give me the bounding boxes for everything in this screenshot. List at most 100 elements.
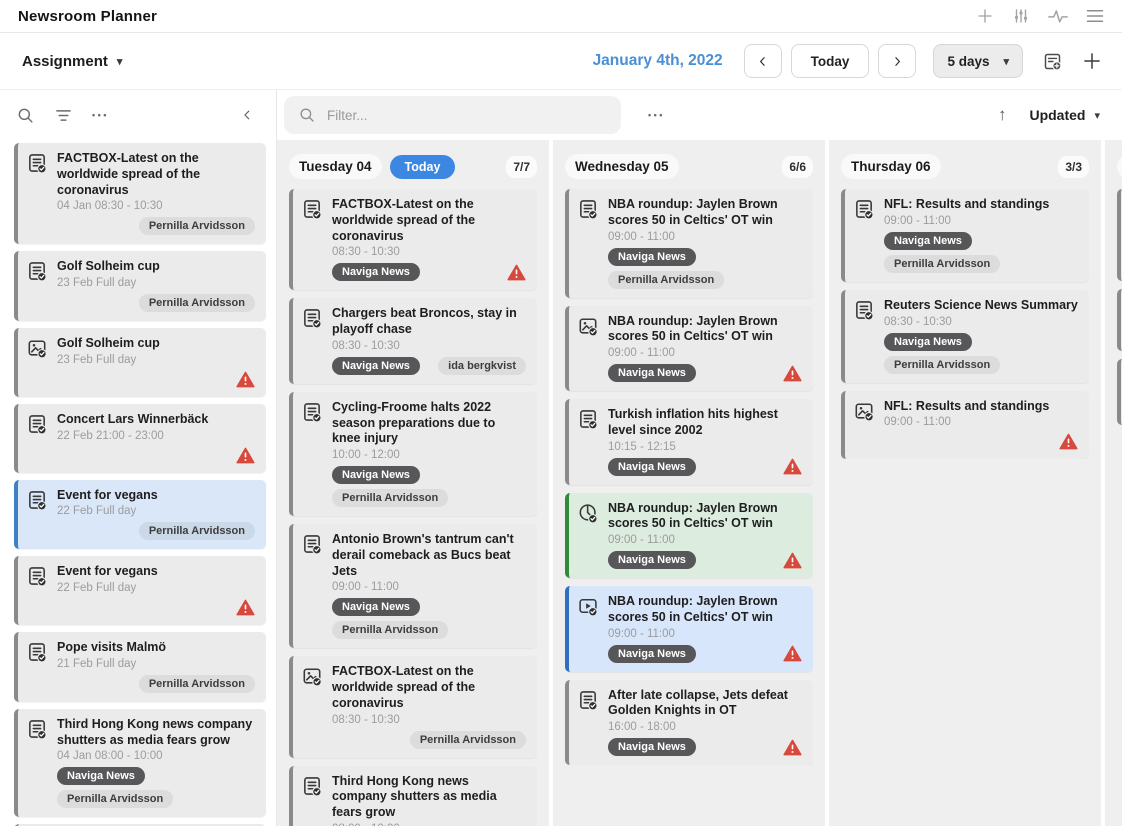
story-card[interactable]: Cycling-Froome halts 2022 season prepara… [289, 391, 537, 516]
story-card[interactable]: Reuters Science News Summary 08:30 - 10:3… [841, 289, 1089, 383]
story-card[interactable]: NBA roundup: Jaylen Brown scores 50 in C… [565, 305, 813, 391]
story-card[interactable]: Chargers beat Broncos, stay in playoff c… [289, 298, 537, 384]
story-card-footer: Naviga News Pernilla Arvidsson [884, 332, 1078, 374]
agenda-add-icon[interactable] [1042, 51, 1063, 72]
day-label: Thursday 06 [841, 154, 941, 179]
story-card[interactable]: NFL: Results and standings 09:00 - 11:00 N… [841, 189, 1089, 282]
sort-control[interactable]: ↑ Updated ▾ [998, 105, 1100, 125]
story-time: 23 Feb Full day [57, 353, 137, 366]
story-time: 09:00 - 11:00 [884, 416, 951, 429]
story-card[interactable]: FACTBOX-Latest on the worldwide spread o… [14, 143, 266, 245]
text-story-icon [26, 565, 48, 616]
text-story-icon [301, 198, 323, 281]
day-column-cards: NBA roundup: Jaylen Brown scores 50 in C… [565, 189, 813, 765]
story-card[interactable]: NBA roundup: Jaylen Brown scores 50 in C… [565, 586, 813, 672]
warning-icon [236, 371, 255, 388]
add-icon[interactable] [976, 7, 994, 25]
story-card[interactable]: Concert Lars Winnerbäck 22 Feb 21:00 - 23… [14, 403, 266, 473]
story-card[interactable]: NBA roundup: Jaylen Brown scores 50 in C… [565, 189, 813, 298]
story-card-body: Event for vegans 22 Feb Full day Pernilla … [57, 488, 255, 541]
story-count-badge: 6/6 [782, 155, 813, 178]
channel-badge: Naviga News [608, 738, 696, 756]
sidebar-card-list: FACTBOX-Latest on the worldwide spread o… [0, 140, 276, 826]
story-card[interactable]: Detta är tillägget23 Dec 08:00 - 10:00Na… [14, 824, 266, 826]
day-column: Thursday 06 3/3 NFL: Results and standings… [829, 140, 1101, 826]
story-card[interactable]: Third Hong Kong news company shutters as… [289, 765, 537, 826]
story-time: 21 Feb Full day [57, 657, 137, 670]
day-column-cards: NFL: Results and standings 09:00 - 11:00 N… [841, 189, 1089, 460]
story-title: NBA roundup: Jaylen Brown scores 50 in C… [608, 500, 778, 531]
today-badge: Today [389, 154, 456, 179]
story-card[interactable]: NBA roundup: Jaylen Brown scores 50 in C… [565, 492, 813, 578]
current-date-label[interactable]: January 4th, 2022 [592, 52, 723, 69]
sliders-icon[interactable] [1012, 7, 1030, 25]
day-label: F [1117, 154, 1122, 179]
activity-icon[interactable] [1048, 8, 1068, 24]
story-time: 08:30 - 10:30 [332, 246, 400, 259]
range-select-value: 5 days [947, 53, 990, 69]
story-title: After late collapse, Jets defeat Golden … [608, 687, 788, 718]
story-title: NBA roundup: Jaylen Brown scores 50 in C… [608, 313, 778, 344]
range-select[interactable]: 5 days ▾ [933, 44, 1023, 78]
story-card[interactable]: Antonio Brown's tantrum can't derail com… [289, 524, 537, 649]
picture-icon [577, 315, 599, 383]
story-card[interactable]: NFL: Results and standings 09:00 - 11:00 [841, 390, 1089, 460]
today-button[interactable]: Today [790, 44, 870, 78]
filter-input[interactable] [327, 107, 607, 123]
more-icon[interactable]: ••• [92, 110, 109, 120]
story-card-footer: Pernilla Arvidsson [57, 294, 255, 312]
story-card[interactable] [1117, 359, 1122, 425]
story-card[interactable]: Golf Solheim cup 23 Feb Full day Pernilla … [14, 251, 266, 321]
saved-stories-sidebar: ••• FACTBOX-Latest on the worldwide spre… [0, 90, 277, 826]
story-count-badge: 7/7 [506, 155, 537, 178]
story-card[interactable] [1117, 189, 1122, 281]
text-story-icon [301, 307, 323, 375]
story-title: Event for vegans [57, 487, 158, 502]
story-card[interactable]: Event for vegans 22 Feb Full day [14, 556, 266, 625]
sort-ascending-icon[interactable]: ↑ [997, 105, 1007, 124]
prev-day-button[interactable] [743, 44, 782, 78]
next-day-button[interactable] [878, 44, 917, 78]
filter-icon[interactable] [54, 107, 73, 124]
assignee-badge: Pernilla Arvidsson [138, 522, 255, 541]
story-card-body: Golf Solheim cup 23 Feb Full day Pernilla … [57, 259, 255, 312]
story-card-footer: Naviga News Pernilla Arvidsson [57, 767, 255, 809]
channel-badge: Naviga News [332, 356, 420, 375]
view-switcher-label: Assignment [22, 52, 108, 70]
text-story-icon [26, 489, 48, 541]
day-column-cards [1117, 189, 1122, 425]
search-icon[interactable] [16, 106, 35, 125]
day-column-header: Wednesday 05 6/6 [565, 154, 813, 179]
warning-icon [783, 365, 802, 382]
story-title: NFL: Results and standings [884, 398, 1050, 413]
story-card[interactable]: After late collapse, Jets defeat Golden … [565, 679, 813, 765]
story-card[interactable]: FACTBOX-Latest on the worldwide spread o… [289, 189, 537, 291]
more-icon[interactable]: ••• [648, 110, 665, 120]
collapse-sidebar-icon[interactable] [240, 108, 254, 122]
story-card[interactable]: Turkish inflation hits highest level sin… [565, 399, 813, 485]
view-switcher[interactable]: Assignment ▾ [22, 53, 122, 70]
story-title: Third Hong Kong news company shutters as… [57, 716, 253, 747]
story-card[interactable]: Third Hong Kong news company shutters as… [14, 708, 266, 818]
menu-icon[interactable] [1086, 9, 1104, 23]
create-icon[interactable] [1082, 51, 1102, 71]
chevron-down-icon: ▾ [116, 55, 123, 68]
story-card-footer [57, 599, 255, 616]
story-card[interactable]: Golf Solheim cup 23 Feb Full day [14, 328, 266, 397]
story-card[interactable]: Pope visits Malmö 21 Feb Full day Pernilla… [14, 632, 266, 702]
story-title: Turkish inflation hits highest level sin… [608, 407, 778, 437]
story-card[interactable]: FACTBOX-Latest on the worldwide spread o… [289, 656, 537, 758]
assignee-badge: Pernilla Arvidsson [138, 294, 255, 312]
story-card[interactable]: Event for vegans 22 Feb Full day Pernilla … [14, 479, 266, 550]
story-card[interactable] [1117, 289, 1122, 351]
story-card-body: FACTBOX-Latest on the worldwide spread o… [332, 197, 526, 282]
day-column-header: F [1117, 154, 1122, 179]
story-card-footer: Naviga News Pernilla Arvidsson [608, 247, 802, 289]
channel-badge: Naviga News [332, 598, 420, 617]
story-card-body: Event for vegans 22 Feb Full day [57, 564, 255, 616]
warning-icon [783, 739, 802, 756]
story-card-footer: Pernilla Arvidsson [57, 522, 255, 541]
story-time: 09:00 - 11:00 [608, 534, 675, 546]
channel-badge: Naviga News [608, 551, 696, 569]
text-story-icon [577, 689, 599, 757]
